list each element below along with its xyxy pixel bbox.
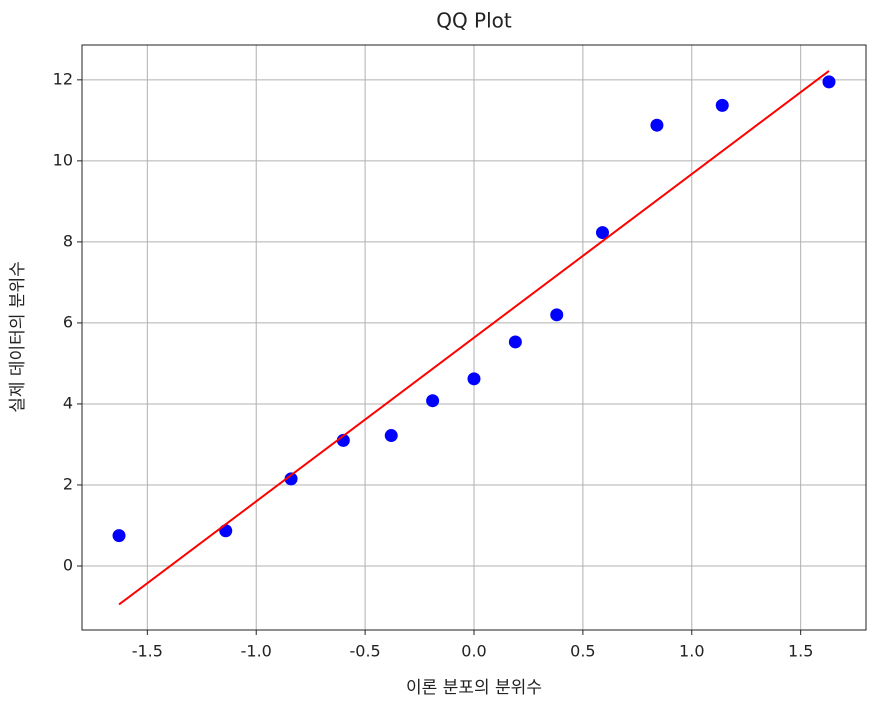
y-tick-label: 12 [53, 69, 73, 88]
point [384, 429, 398, 443]
plot-frame [81, 44, 867, 631]
y-tick-label: 10 [53, 150, 73, 169]
y-tick-label: 4 [63, 393, 73, 412]
line [118, 70, 830, 606]
point [650, 118, 664, 132]
y-tick-label: 2 [63, 474, 73, 493]
x-tick-label: 0.0 [461, 642, 486, 661]
point [715, 98, 729, 112]
x-tick-label: 0.5 [570, 642, 595, 661]
y-tick-label: 8 [63, 231, 73, 250]
x-tick-label: 1.5 [788, 642, 813, 661]
point [467, 372, 481, 386]
chart-title: QQ Plot [436, 9, 512, 33]
y-axis-label: 실제 데이터의 분위수 [8, 261, 28, 413]
y-tick-label: 6 [63, 312, 73, 331]
x-axis-label: 이론 분포의 분위수 [406, 678, 542, 698]
x-tick-label: -1.5 [132, 642, 163, 661]
point [284, 472, 298, 486]
point [822, 75, 836, 89]
x-tick-label: -0.5 [350, 642, 381, 661]
point [550, 308, 564, 322]
point [112, 529, 126, 543]
point [508, 335, 522, 349]
point [595, 226, 609, 240]
y-tick-label: 0 [63, 555, 73, 574]
x-tick-label: -1.0 [241, 642, 272, 661]
x-tick-label: 1.0 [679, 642, 704, 661]
point [426, 394, 440, 408]
point [219, 524, 233, 538]
